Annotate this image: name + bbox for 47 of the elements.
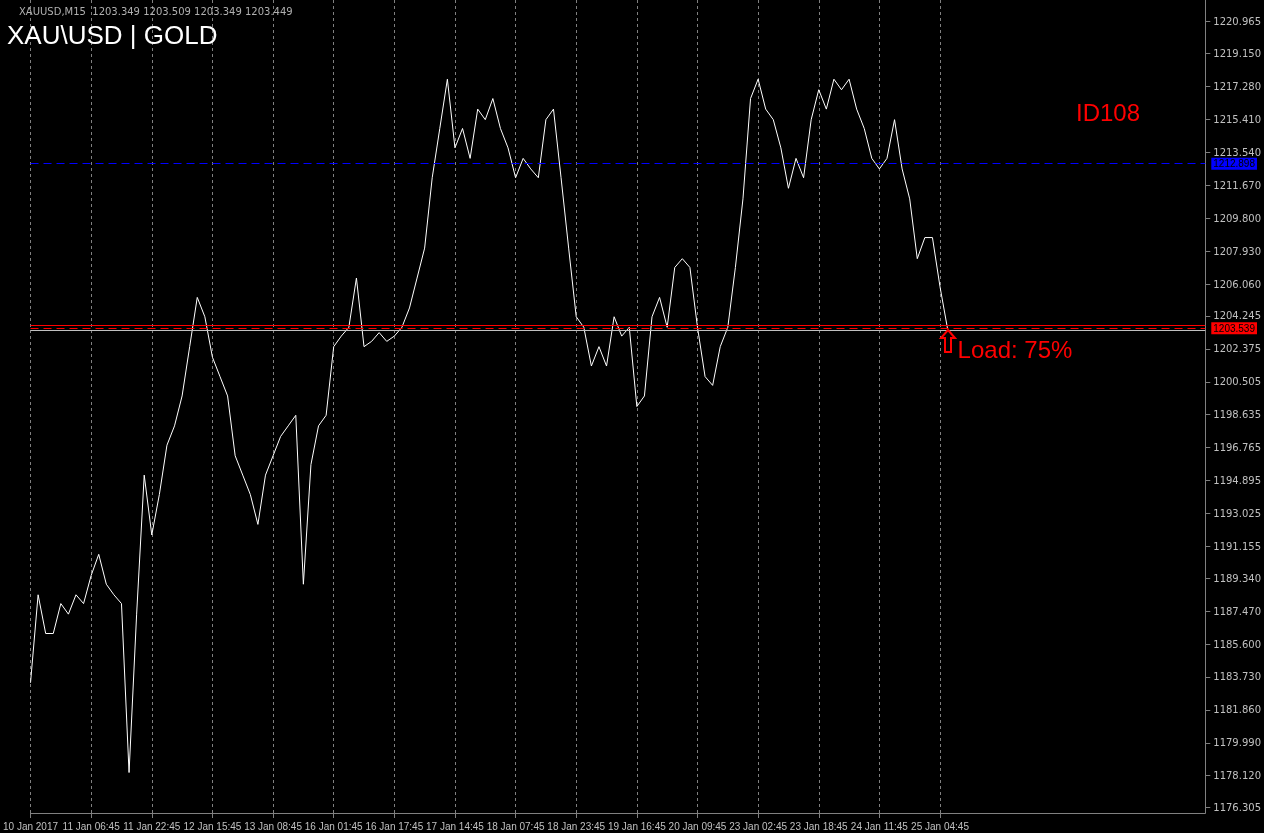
y-tick-label: 1213.540 [1213,146,1261,158]
y-tick-label: 1204.245 [1213,310,1261,322]
y-tick-label: 1183.730 [1213,671,1261,683]
text: XAUUSD,M15 1203.349 1203.509 1203.349 1203.449 [19,5,293,17]
x-tick-label: 11 Jan 22:45 [123,820,181,832]
y-tick-label: 1206.060 [1213,278,1261,290]
y-tick-label: 1193.025 [1213,507,1261,519]
y-tick-label: 1220.965 [1213,16,1261,28]
y-tick-label: 1179.990 [1213,737,1261,749]
y-tick-label: 1219.150 [1213,48,1261,60]
y-tick-label: 1176.305 [1213,802,1261,814]
x-tick-label: 11 Jan 06:45 [62,820,121,832]
x-tick-label: 17 Jan 14:45 [426,820,485,832]
x-tick-label: 23 Jan 02:45 [729,820,788,832]
x-tick-label: 23 Jan 18:45 [789,820,849,832]
ref-line-label: 1212.898 [1213,158,1256,170]
y-tick-label: 1202.375 [1213,343,1261,355]
y-tick-label: 1215.410 [1213,113,1261,125]
text: XAU\USD | GOLD [7,20,218,50]
y-tick-label: 1194.895 [1213,475,1261,486]
annotation: ID108 [1075,98,1140,126]
x-tick-label: 20 Jan 09:45 [668,820,727,832]
x-tick-label: 19 Jan 16:45 [607,820,667,832]
y-tick-label: 1207.930 [1213,245,1261,257]
y-tick-label: 1185.600 [1213,638,1261,650]
x-tick-label: 24 Jan 11:45 [850,820,909,832]
y-tick-label: 1198.635 [1213,409,1261,421]
y-tick-label: 1181.860 [1213,704,1261,716]
y-tick-label: 1189.340 [1213,572,1261,584]
y-tick-label: 1217.280 [1213,81,1261,93]
y-tick-label: 1200.505 [1213,376,1261,388]
y-tick-label: 1178.120 [1213,770,1261,782]
ref-line-label: 1203.539 [1213,322,1256,334]
x-tick-label: 25 Jan 04:45 [911,820,970,832]
x-tick-label: 18 Jan 07:45 [486,820,545,832]
x-tick-label: 18 Jan 23:45 [547,820,606,832]
x-tick-label: 16 Jan 01:45 [304,820,364,832]
y-tick-label: 1191.155 [1213,540,1261,552]
annotation: Load: 75% [957,335,1073,363]
y-tick-label: 1209.800 [1213,212,1261,224]
x-tick-label: 12 Jan 15:45 [183,820,242,832]
y-tick-label: 1187.470 [1213,605,1261,617]
y-tick-label: 1196.765 [1213,442,1261,454]
x-tick-label: 10 Jan 2017 [2,820,59,832]
y-tick-label: 1211.670 [1213,179,1261,191]
x-tick-label: 16 Jan 17:45 [365,820,424,832]
x-tick-label: 13 Jan 08:45 [244,820,303,832]
